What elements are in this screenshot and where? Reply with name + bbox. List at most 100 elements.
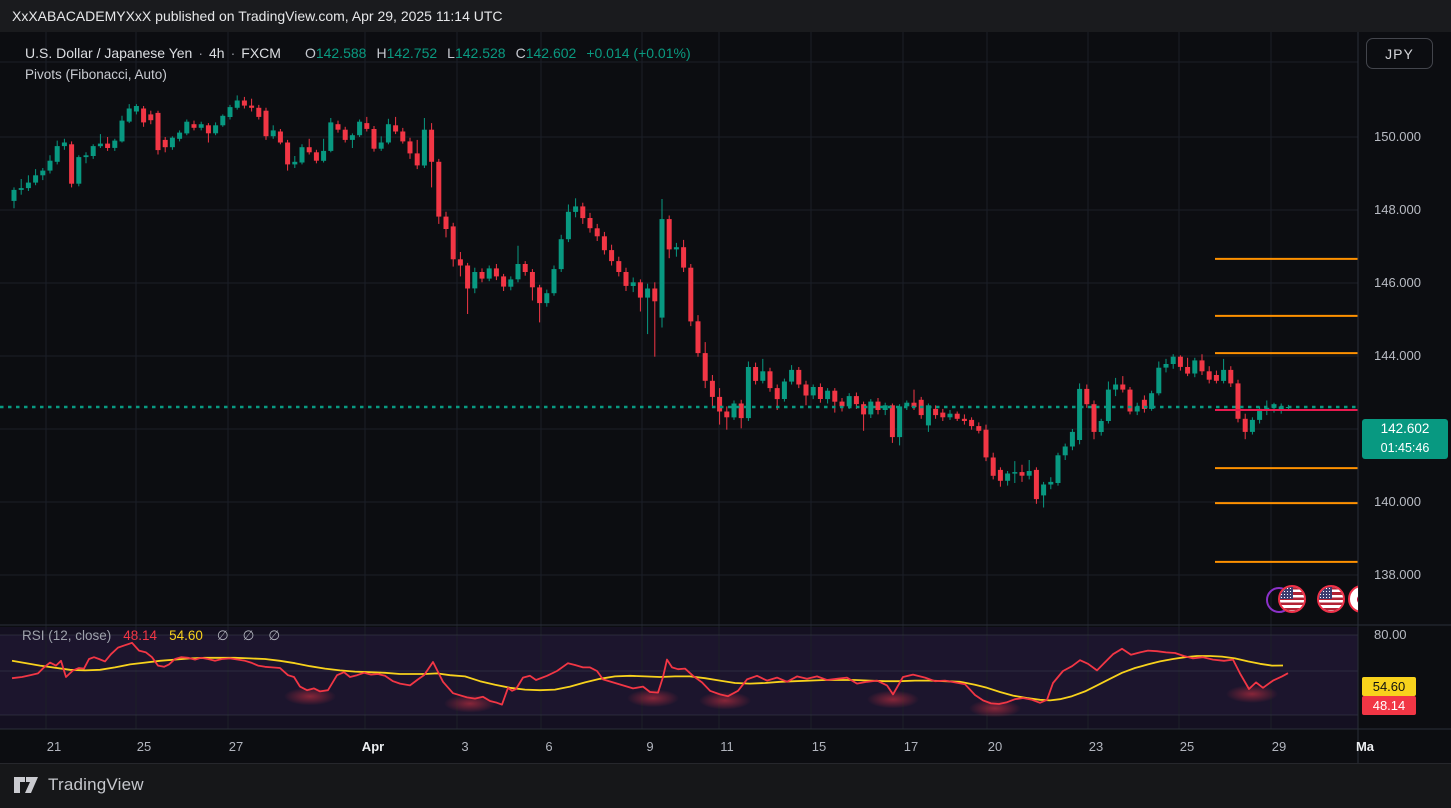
candle-body xyxy=(270,130,276,137)
candle-body xyxy=(558,239,564,270)
interval-label[interactable]: 4h xyxy=(209,45,225,61)
candle-body xyxy=(105,143,111,148)
rsi-null-value: ∅ xyxy=(268,628,281,643)
indicator-legend-pivots[interactable]: Pivots (Fibonacci, Auto) xyxy=(25,67,167,82)
candle-body xyxy=(25,182,31,189)
candle-body xyxy=(457,259,463,266)
time-label: 3 xyxy=(461,739,469,754)
candle-body xyxy=(47,160,53,171)
candle-body xyxy=(1228,369,1234,384)
candle-body xyxy=(825,390,831,400)
price-label: 146.000 xyxy=(1374,275,1421,290)
rsi-line xyxy=(11,641,1289,706)
candle-body xyxy=(169,137,175,148)
candle-body xyxy=(429,129,435,162)
candle-body xyxy=(601,236,607,251)
time-label: 21 xyxy=(46,739,62,754)
tradingview-wordmark: TradingView xyxy=(48,775,144,794)
candle-body xyxy=(205,125,211,134)
candle-body xyxy=(227,107,233,117)
candle-body xyxy=(493,268,499,277)
candle-body xyxy=(501,276,507,287)
candle-body xyxy=(184,121,190,134)
candle-body xyxy=(1185,367,1191,374)
time-label: 23 xyxy=(1088,739,1104,754)
candle-body xyxy=(141,108,147,123)
symbol-title[interactable]: U.S. Dollar / Japanese Yen xyxy=(25,45,193,61)
candle-body xyxy=(537,287,543,304)
candle-body xyxy=(1257,408,1263,420)
candle-body xyxy=(587,218,593,229)
rsi-level-lines xyxy=(0,634,1358,716)
candle-body xyxy=(112,140,118,148)
legend-separator: · xyxy=(198,45,204,61)
candle-body xyxy=(313,152,319,161)
candle-body xyxy=(133,106,139,112)
candle-body xyxy=(299,147,305,163)
candle-body xyxy=(213,125,219,134)
candle-body xyxy=(241,100,247,106)
candle-body xyxy=(11,189,17,201)
rsi-ma-value-badge: 54.60 xyxy=(1362,676,1416,696)
candle-body xyxy=(1221,369,1227,381)
candle-body xyxy=(767,371,773,389)
rsi-pane-background xyxy=(0,627,1358,729)
publish-bar: XxXABACADEMYXxX published on TradingView… xyxy=(0,0,1451,32)
candle-body xyxy=(1127,389,1133,412)
tradingview-logo[interactable]: TradingView xyxy=(13,775,144,795)
candle-body xyxy=(1156,367,1162,394)
candle-body xyxy=(1091,404,1097,432)
change-value: +0.014 (+0.01%) xyxy=(586,45,691,61)
candle-body xyxy=(126,108,132,122)
close-value: 142.602 xyxy=(525,45,577,61)
currency-unit-button[interactable]: JPY xyxy=(1366,38,1433,69)
candle-body xyxy=(717,396,723,412)
candle-body xyxy=(904,402,910,407)
candle-body xyxy=(1177,356,1183,367)
candle-body xyxy=(659,219,665,318)
candle-body xyxy=(832,390,838,402)
candle-body xyxy=(990,457,996,476)
candle-body xyxy=(277,131,283,143)
time-label: 17 xyxy=(903,739,919,754)
candle-body xyxy=(796,369,802,385)
candle-body xyxy=(486,268,492,279)
candle-body xyxy=(666,219,672,250)
candle-body xyxy=(263,110,269,137)
rsi-title[interactable]: RSI (12, close) xyxy=(22,628,112,643)
candle-body xyxy=(882,405,888,410)
chart-canvas[interactable] xyxy=(0,32,1451,763)
candle-body xyxy=(1055,455,1061,483)
candle-body xyxy=(688,267,694,322)
price-label: 150.000 xyxy=(1374,129,1421,144)
pivots-indicator-label[interactable]: Pivots (Fibonacci, Auto) xyxy=(25,67,167,82)
candle-body xyxy=(1062,446,1068,456)
candle-body xyxy=(623,272,629,286)
candle-body xyxy=(371,129,377,149)
price-label: 144.000 xyxy=(1374,348,1421,363)
candle-body xyxy=(947,413,953,418)
time-label: 6 xyxy=(545,739,553,754)
candle-body xyxy=(738,403,744,419)
candle-body xyxy=(774,388,780,400)
candle-body xyxy=(33,175,39,183)
candle-body xyxy=(83,155,89,158)
candle-body xyxy=(421,129,427,166)
indicator-legend-rsi[interactable]: RSI (12, close) 48.14 54.60 ∅ ∅ ∅ xyxy=(22,628,280,644)
time-label: 20 xyxy=(987,739,1003,754)
candle-body xyxy=(1033,469,1039,500)
symbol-legend[interactable]: U.S. Dollar / Japanese Yen · 4h · FXCM O142.5… xyxy=(25,45,691,61)
candle-body xyxy=(515,264,521,280)
rsi-value: 48.14 xyxy=(1372,697,1406,713)
candle-body xyxy=(565,211,571,240)
grid-horizontal xyxy=(0,61,1358,576)
candle-body xyxy=(249,105,255,108)
candle-body xyxy=(1098,421,1104,432)
candle-body xyxy=(1041,484,1047,496)
rsi-oversold-glow xyxy=(284,685,1278,718)
candle-body xyxy=(594,228,600,237)
candle-body xyxy=(961,418,967,421)
candle-body xyxy=(1264,407,1270,409)
candle-body xyxy=(544,293,550,304)
candle-body xyxy=(1012,472,1018,474)
